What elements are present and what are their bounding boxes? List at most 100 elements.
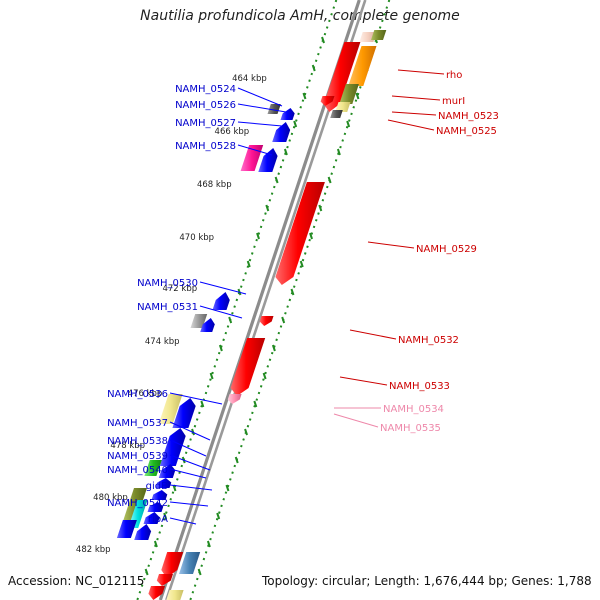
outer-tick-mark — [262, 372, 267, 380]
gene-arrow — [116, 520, 137, 538]
gene-arrow — [158, 464, 176, 478]
outer-tick-mark — [216, 512, 221, 520]
gene-label: NAMH_0532 — [398, 335, 459, 346]
leader-line — [237, 121, 283, 127]
gene-arrow — [147, 502, 164, 512]
genome-summary: Topology: circular; Length: 1,676,444 bp… — [262, 574, 592, 588]
scale-label: 482 kbp — [76, 545, 111, 555]
leader-line — [169, 517, 197, 525]
gene-label: NAMH_0539 — [107, 451, 168, 462]
inner-tick-mark — [293, 120, 298, 128]
gene-arrow — [240, 145, 264, 171]
gene-label: NAMH_0536 — [107, 389, 168, 400]
gene-arrow — [323, 42, 361, 112]
leader-line — [169, 454, 211, 471]
gene-arrow — [320, 96, 335, 106]
outer-tick-mark — [271, 344, 276, 352]
scale-label: 468 kbp — [197, 180, 232, 190]
inner-dotted-track — [136, 0, 338, 600]
gene-arrow — [156, 574, 173, 586]
gene-label: NAMH_0528 — [175, 141, 236, 152]
leader-line — [387, 119, 435, 131]
gene-label: NAMH_0531 — [137, 302, 198, 313]
gene-arrow — [258, 148, 278, 172]
outer-tick-mark — [290, 288, 295, 296]
inner-tick-mark — [218, 344, 223, 352]
gene-label: NAMH_0527 — [175, 118, 236, 129]
leader-line — [169, 501, 209, 507]
outer-tick-mark — [253, 400, 258, 408]
leader-line — [237, 87, 283, 107]
gene-label: NAMH_0542 — [107, 498, 168, 509]
gene-arrow — [259, 316, 274, 326]
gene-arrow — [348, 46, 377, 86]
inner-tick-mark — [200, 400, 205, 408]
leader-line — [397, 69, 445, 75]
gene-label: NAMH_0526 — [175, 100, 236, 111]
leader-line — [391, 111, 437, 116]
outer-tick-mark — [309, 232, 313, 240]
scale-label: 464 kbp — [232, 74, 267, 84]
inner-tick-mark — [256, 232, 260, 240]
leader-line — [367, 241, 415, 249]
gene-arrow — [275, 182, 325, 285]
inner-tick-mark — [321, 36, 325, 44]
gene-label: NAMH_0533 — [389, 381, 450, 392]
gene-arrow — [230, 338, 266, 396]
inner-tick-mark — [209, 372, 214, 380]
leader-line — [237, 103, 287, 113]
gene-arrow — [200, 318, 215, 332]
gene-arrow — [159, 428, 186, 466]
gene-arrow — [267, 104, 281, 114]
gene-arrow — [143, 512, 160, 524]
gene-arrow — [371, 30, 387, 40]
outer-tick-mark — [327, 176, 332, 184]
leader-line — [169, 392, 223, 405]
gene-arrow — [155, 478, 172, 488]
gene-label: NAMH_0540 — [107, 465, 168, 476]
outer-tick-mark — [225, 484, 230, 492]
gene-arrow — [144, 460, 162, 476]
leader-line — [349, 329, 397, 340]
gene-label: NAMH_0525 — [436, 126, 497, 137]
gene-arrow — [212, 292, 230, 310]
scale-label: 480 kbp — [93, 493, 128, 503]
gene-arrow — [280, 108, 295, 120]
inner-tick-mark — [163, 512, 168, 520]
gene-arrow — [272, 122, 291, 142]
map-title: Nautilia profundicola AmH, complete geno… — [140, 8, 460, 24]
leader-line — [333, 413, 379, 428]
gene-arrow — [148, 586, 165, 600]
leader-line — [169, 439, 207, 457]
gene-arrow — [123, 488, 147, 520]
gene-label: NAMH_0524 — [175, 84, 236, 95]
inner-tick-mark — [144, 568, 149, 576]
gene-label: NAMH_0523 — [438, 111, 499, 122]
outer-tick-mark — [244, 428, 248, 436]
gene-label: NAMH_0537 — [107, 418, 168, 429]
scale-label: 478 kbp — [110, 441, 145, 451]
gene-label: NAMH_0535 — [380, 423, 441, 434]
inner-tick-mark — [283, 148, 288, 156]
gene-arrow — [158, 394, 183, 424]
gene-arrow — [172, 398, 196, 428]
inner-tick-mark — [246, 260, 251, 268]
gene-label: NAMH_0530 — [137, 278, 198, 289]
gene-label: murI — [442, 96, 465, 107]
gene-arrow — [151, 490, 168, 500]
outer-tick-mark — [346, 120, 351, 128]
leader-line — [237, 144, 273, 156]
inner-tick-mark — [153, 540, 158, 548]
gene-label: rho — [446, 70, 462, 81]
outer-tick-mark — [197, 568, 202, 576]
outer-tick-mark — [206, 540, 211, 548]
leader-line — [391, 95, 441, 101]
gene-arrow — [330, 110, 343, 118]
gene-arrow — [339, 84, 359, 104]
inner-tick-mark — [302, 92, 307, 100]
scale-label: 476 kbp — [128, 389, 163, 399]
gene-arrow — [166, 590, 184, 600]
leader-line — [169, 421, 211, 441]
scale-label: 474 kbp — [145, 337, 180, 347]
